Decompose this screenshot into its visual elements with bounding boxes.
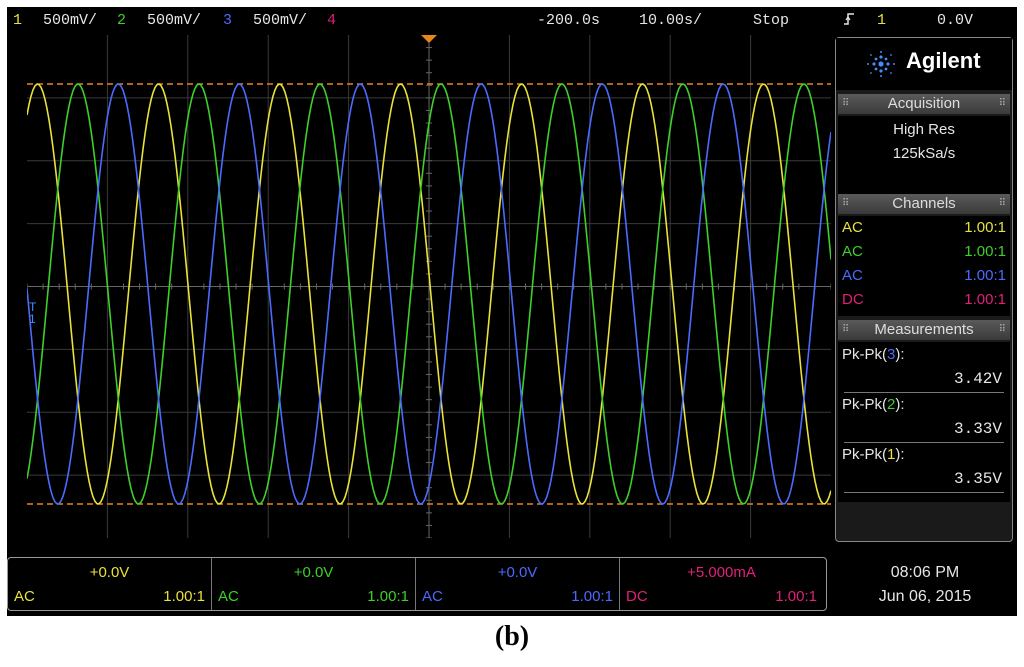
divider [844,492,1004,493]
time-delay[interactable]: -200.0s [537,12,601,29]
channel-info-bar: +0.0V AC 1.00:1 +0.0V AC 1.00:1 +0.0V AC… [7,557,827,611]
channel-probe: 1.00:1 [964,219,1006,236]
channels-body: AC 1.00:1 AC 1.00:1 AC 1.00:1 DC 1.00:1 [838,216,1010,316]
waveform-channel-1 [27,83,831,505]
ch1-number[interactable]: 1 [13,12,23,29]
acquisition-rate: 125kSa/s [892,145,956,162]
divider [844,442,1004,443]
channel-offset: +5.000mA [687,564,756,581]
waveform-channel-3 [27,83,831,505]
measurements-header[interactable]: ⠿ Measurements ⠿ [838,320,1010,340]
grip-icon: ⠿ [842,198,850,209]
channel-offset: +0.0V [497,564,538,581]
channels-header[interactable]: ⠿ Channels ⠿ [838,194,1010,214]
channels-title: Channels [892,195,956,212]
channel-probe: 1.00:1 [964,267,1006,284]
channel-coupling: AC [218,588,239,605]
acquisition-header[interactable]: ⠿ Acquisition ⠿ [838,94,1010,114]
clock: 08:06 PM Jun 06, 2015 [837,561,1013,609]
ground-marker-label: 1 [29,312,36,326]
grip-icon: ⠿ [998,98,1006,109]
grip-icon: ⠿ [842,324,850,335]
trigger-source[interactable]: 1 [877,12,887,29]
channel-coupling: DC [626,588,648,605]
channel-2-info[interactable]: +0.0V AC 1.00:1 [212,558,416,610]
waveform-plot [27,35,831,538]
channel-probe: 1.00:1 [964,291,1006,308]
measurement-value: 3.33V [953,420,1002,438]
ch3-scale[interactable]: 500mV/ [253,12,308,29]
waveform-channel-2 [27,83,831,505]
measurements-body: Pk-Pk(3): 3.42V Pk-Pk(2): 3.33V Pk-Pk(1)… [838,342,1010,502]
channel-probe: 1.00:1 [964,243,1006,260]
agilent-spark-icon [867,51,895,77]
run-state[interactable]: Stop [753,12,790,29]
brand-name: Agilent [906,48,981,73]
trigger-marker-label: T [29,300,37,314]
time-scale[interactable]: 10.00s/ [639,12,703,29]
channel-coupling: AC [14,588,35,605]
oscilloscope-display: 1 500mV/ 2 500mV/ 3 500mV/ 4 -200.0s 10.… [7,7,1017,616]
channel-1-info[interactable]: +0.0V AC 1.00:1 [8,558,212,610]
channel-coupling: AC [422,588,443,605]
channel-4-info[interactable]: +5.000mA DC 1.00:1 [620,558,823,610]
channel-row[interactable]: AC 1.00:1 [842,264,1006,288]
measurement-value: 3.35V [953,470,1002,488]
ch1-scale[interactable]: 500mV/ [43,12,98,29]
clock-time: 08:06 PM [890,564,960,581]
channel-probe: 1.00:1 [367,588,409,605]
acquisition-mode: High Res [893,121,955,138]
grip-icon: ⠿ [842,98,850,109]
measurements-title: Measurements [874,321,974,338]
trigger-delay-marker [421,35,437,43]
clock-date: Jun 06, 2015 [878,588,972,605]
status-bar: 1 500mV/ 2 500mV/ 3 500mV/ 4 -200.0s 10.… [7,7,1017,35]
channel-probe: 1.00:1 [571,588,613,605]
softkey-panel: Agilent ⠿ Acquisition ⠿ High Res 125kSa/… [835,37,1013,542]
channel-offset: +0.0V [89,564,130,581]
acquisition-title: Acquisition [887,95,961,112]
channel-coupling: AC [842,243,863,260]
figure-caption: (b) [0,621,1024,653]
caption-label: (b) [494,621,530,652]
channel-offset: +0.0V [293,564,334,581]
measurement-value: 3.42V [953,370,1002,388]
trigger-level-marker[interactable]: T 1 [29,301,36,325]
channel-3-info[interactable]: +0.0V AC 1.00:1 [416,558,620,610]
ch4-number[interactable]: 4 [327,12,337,29]
grip-icon: ⠿ [998,324,1006,335]
channel-probe: 1.00:1 [775,588,817,605]
waveform-screen[interactable]: T 1 [27,35,831,538]
channel-row[interactable]: AC 1.00:1 [842,216,1006,240]
channel-coupling: AC [842,219,863,236]
ch2-number[interactable]: 2 [117,12,127,29]
trigger-level[interactable]: 0.0V [937,12,974,29]
measurement-label: Pk-Pk(1): [842,446,905,463]
channel-row[interactable]: DC 1.00:1 [842,288,1006,312]
channel-probe: 1.00:1 [163,588,205,605]
channel-coupling: AC [842,267,863,284]
channel-coupling: DC [842,291,864,308]
ch3-number[interactable]: 3 [223,12,233,29]
channel-row[interactable]: AC 1.00:1 [842,240,1006,264]
rising-edge-icon [843,12,855,31]
ch2-scale[interactable]: 500mV/ [147,12,202,29]
measurement-label: Pk-Pk(3): [842,346,905,363]
measurement-label: Pk-Pk(2): [842,396,905,413]
brand-logo: Agilent [836,38,1012,90]
acquisition-body: High Res 125kSa/s [838,116,1010,194]
grip-icon: ⠿ [998,198,1006,209]
divider [844,392,1004,393]
